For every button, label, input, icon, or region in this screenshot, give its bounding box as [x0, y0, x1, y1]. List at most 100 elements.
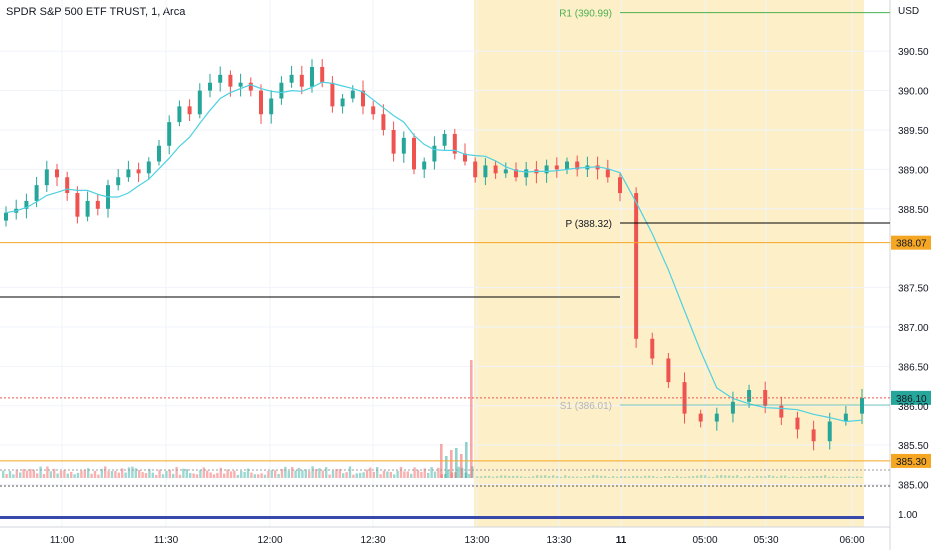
candle[interactable]: [779, 406, 783, 418]
candle[interactable]: [371, 106, 375, 114]
candle[interactable]: [565, 162, 569, 170]
candle[interactable]: [290, 75, 294, 83]
candle[interactable]: [126, 169, 130, 177]
candle[interactable]: [188, 106, 192, 114]
candle[interactable]: [167, 122, 171, 146]
candle[interactable]: [844, 414, 848, 422]
candle[interactable]: [65, 177, 69, 193]
volume-bar: [369, 468, 371, 478]
indicator-line: [0, 516, 864, 519]
candle[interactable]: [443, 134, 447, 146]
candle[interactable]: [473, 162, 477, 178]
candle[interactable]: [341, 98, 345, 106]
candle[interactable]: [381, 114, 385, 130]
volume-bar: [688, 476, 690, 478]
candle[interactable]: [795, 418, 799, 430]
candle[interactable]: [650, 339, 654, 359]
candle[interactable]: [618, 177, 622, 193]
candle[interactable]: [555, 165, 559, 169]
y-tick-label: 387.50: [898, 284, 929, 295]
x-tick-label: 11:00: [50, 535, 75, 546]
volume-bar: [724, 475, 726, 478]
volume-bar: [189, 473, 191, 478]
candle[interactable]: [699, 414, 703, 422]
volume-bar: [556, 476, 558, 478]
volume-bar: [145, 473, 147, 478]
candle[interactable]: [137, 169, 141, 173]
candle[interactable]: [228, 75, 232, 87]
volume-bar: [325, 467, 327, 478]
candle[interactable]: [239, 83, 243, 87]
candle[interactable]: [198, 91, 202, 115]
y-tick-label: 390.00: [898, 87, 929, 98]
candle[interactable]: [4, 213, 8, 221]
price-tag-label: 385.30: [896, 457, 927, 468]
volume-bar: [366, 470, 368, 478]
candle[interactable]: [747, 390, 751, 402]
volume-bar: [260, 473, 262, 478]
candle[interactable]: [524, 169, 528, 177]
volume-bar: [386, 471, 388, 478]
candle[interactable]: [208, 83, 212, 91]
candle[interactable]: [320, 67, 324, 83]
pivot-r1-label: R1 (390.99): [559, 9, 612, 20]
volume-bar: [308, 471, 310, 478]
candle[interactable]: [177, 106, 181, 122]
volume-bar: [516, 476, 518, 478]
candle[interactable]: [412, 138, 416, 170]
candle[interactable]: [75, 193, 79, 217]
candle[interactable]: [116, 177, 120, 185]
candle[interactable]: [330, 83, 334, 107]
candle[interactable]: [422, 162, 426, 170]
volume-bar: [376, 467, 378, 478]
candle[interactable]: [157, 146, 161, 162]
volume-bar: [532, 476, 534, 478]
volume-bar: [349, 466, 351, 478]
volume-bar: [298, 468, 300, 478]
candle[interactable]: [351, 91, 355, 99]
candle[interactable]: [249, 83, 253, 91]
candle[interactable]: [402, 138, 406, 154]
volume-bar: [19, 472, 21, 478]
candle[interactable]: [310, 67, 314, 87]
candle[interactable]: [715, 414, 719, 422]
candle[interactable]: [606, 169, 610, 177]
candle[interactable]: [483, 165, 487, 177]
volume-bar: [192, 473, 194, 478]
candle[interactable]: [279, 83, 283, 99]
volume-bar: [740, 477, 742, 478]
volume-bar: [345, 472, 347, 478]
candle[interactable]: [504, 169, 508, 173]
volume-bar: [56, 473, 58, 478]
candle[interactable]: [731, 402, 735, 414]
candle[interactable]: [494, 165, 498, 173]
candle[interactable]: [666, 358, 670, 382]
volume-bar: [26, 471, 28, 478]
candle[interactable]: [218, 75, 222, 83]
pivot-s1-label: S1 (386.01): [560, 401, 612, 412]
candle[interactable]: [55, 169, 59, 177]
candle[interactable]: [300, 75, 304, 87]
candle[interactable]: [828, 422, 832, 442]
candle[interactable]: [147, 162, 151, 174]
candle[interactable]: [269, 98, 273, 114]
candle[interactable]: [392, 130, 396, 154]
volume-bar: [596, 475, 598, 478]
candle[interactable]: [86, 201, 90, 217]
candle[interactable]: [634, 193, 638, 339]
candle[interactable]: [35, 185, 39, 201]
candle[interactable]: [860, 398, 864, 414]
candle[interactable]: [545, 165, 549, 173]
x-tick-label: 11:30: [154, 535, 179, 546]
candle[interactable]: [96, 201, 100, 209]
candle[interactable]: [45, 169, 49, 185]
candle[interactable]: [432, 146, 436, 162]
volume-bar: [584, 476, 586, 478]
x-tick-label: 13:30: [546, 535, 571, 546]
volume-bar: [840, 477, 842, 478]
volume-bar: [492, 477, 494, 478]
volume-bar: [94, 471, 96, 478]
candle[interactable]: [259, 91, 263, 115]
candle[interactable]: [812, 429, 816, 441]
